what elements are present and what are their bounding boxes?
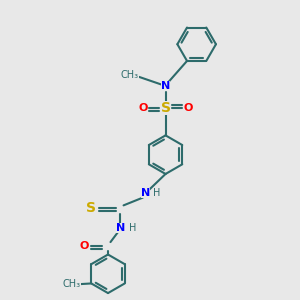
Text: CH₃: CH₃: [63, 279, 81, 289]
Text: H: H: [154, 188, 161, 198]
Text: CH₃: CH₃: [121, 70, 139, 80]
Text: N: N: [161, 81, 170, 91]
Text: S: S: [86, 202, 96, 215]
Text: H: H: [129, 223, 136, 233]
Text: O: O: [139, 103, 148, 113]
Text: N: N: [116, 223, 125, 233]
Text: O: O: [183, 103, 193, 113]
Text: N: N: [141, 188, 150, 198]
Text: S: S: [160, 101, 171, 115]
Text: O: O: [80, 241, 89, 251]
